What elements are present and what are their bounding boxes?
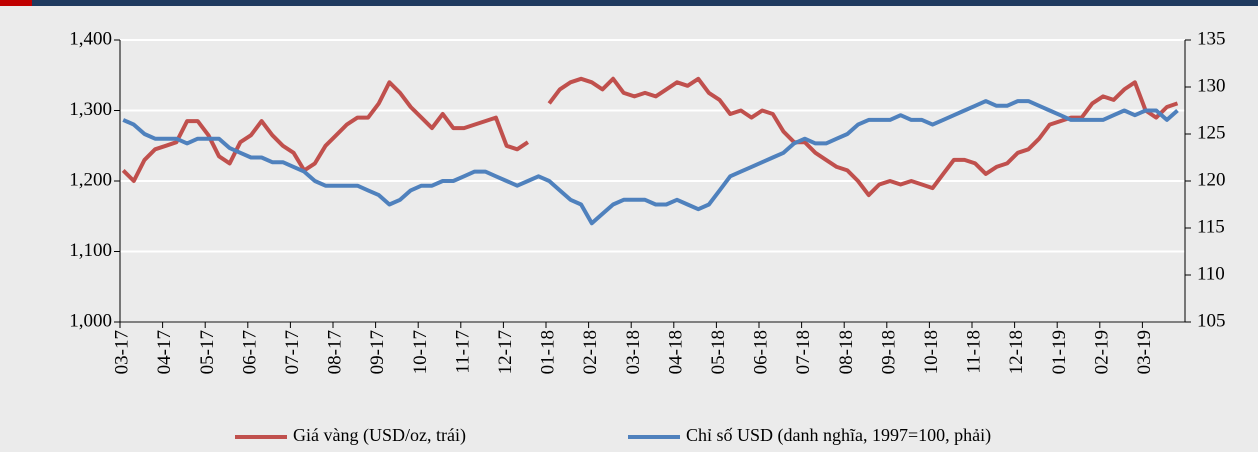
y2-tick-label: 120	[1197, 169, 1226, 190]
top-bar	[0, 0, 1258, 6]
legend-label: Chỉ số USD (danh nghĩa, 1997=100, phải)	[686, 425, 991, 446]
x-tick-label: 11-18	[964, 330, 985, 374]
x-tick-label: 06-17	[239, 330, 260, 374]
y-tick-label: 1,300	[69, 99, 112, 120]
x-tick-label: 09-17	[367, 330, 388, 374]
top-bar-accent	[0, 0, 32, 6]
x-tick-label: 08-18	[836, 330, 857, 374]
x-tick-label: 03-18	[623, 330, 644, 374]
x-tick-label: 09-18	[878, 330, 899, 374]
x-tick-label: 10-18	[921, 330, 942, 374]
x-tick-label: 07-18	[793, 330, 814, 374]
x-tick-label: 10-17	[410, 330, 431, 374]
x-tick-label: 12-17	[495, 330, 516, 374]
series-line	[121, 76, 1179, 198]
x-tick-label: 03-19	[1134, 330, 1155, 374]
x-tick-label: 02-18	[580, 330, 601, 374]
legend-label: Giá vàng (USD/oz, trái)	[293, 425, 466, 446]
y-tick-label: 1,000	[69, 310, 112, 331]
x-tick-label: 04-18	[665, 330, 686, 374]
y2-tick-label: 110	[1197, 263, 1225, 284]
y-tick-label: 1,400	[69, 28, 112, 49]
y2-tick-label: 115	[1197, 216, 1225, 237]
x-tick-label: 11-17	[452, 330, 473, 374]
x-tick-label: 04-17	[154, 330, 175, 374]
x-tick-label: 06-18	[751, 330, 772, 374]
y2-tick-label: 125	[1197, 122, 1226, 143]
series-line	[122, 99, 1179, 226]
x-tick-label: 03-17	[112, 330, 133, 374]
y2-tick-label: 135	[1197, 28, 1226, 49]
x-tick-label: 07-17	[282, 330, 303, 374]
x-tick-label: 05-18	[708, 330, 729, 374]
x-tick-label: 05-17	[197, 330, 218, 374]
y2-tick-label: 130	[1197, 75, 1226, 96]
y-tick-label: 1,100	[69, 240, 112, 261]
x-tick-label: 08-17	[325, 330, 346, 374]
y-tick-label: 1,200	[69, 169, 112, 190]
x-tick-label: 01-18	[538, 330, 559, 374]
x-tick-label: 02-19	[1091, 330, 1112, 374]
x-tick-label: 12-18	[1006, 330, 1027, 374]
x-tick-label: 01-19	[1049, 330, 1070, 374]
y2-tick-label: 105	[1197, 310, 1226, 331]
